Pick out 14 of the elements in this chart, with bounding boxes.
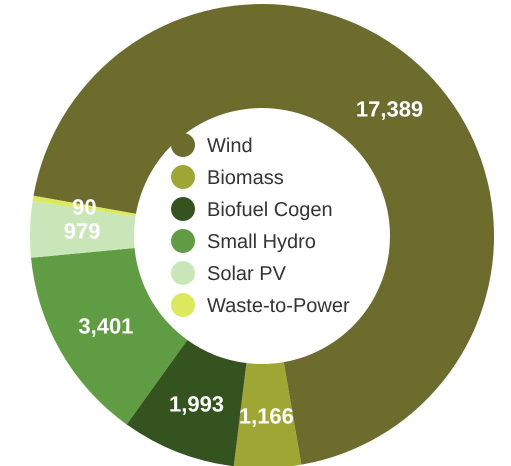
legend-label: Small Hydro: [207, 231, 316, 253]
data-label: 1,166: [238, 404, 294, 429]
data-label: 3,401: [78, 313, 134, 338]
data-label: 979: [64, 218, 100, 244]
data-label: 90: [72, 194, 97, 220]
data-label: 1,993: [168, 391, 224, 416]
legend-label: Solar PV: [207, 263, 287, 285]
legend-label: Biomass: [207, 167, 284, 189]
legend-label: Biofuel Cogen: [207, 199, 333, 221]
donut-slice: [234, 362, 302, 466]
legend-label: Waste-to-Power: [207, 295, 350, 317]
data-label: 17,389: [356, 96, 424, 122]
legend-label: Wind: [207, 135, 253, 157]
donut-slice: [30, 200, 136, 258]
